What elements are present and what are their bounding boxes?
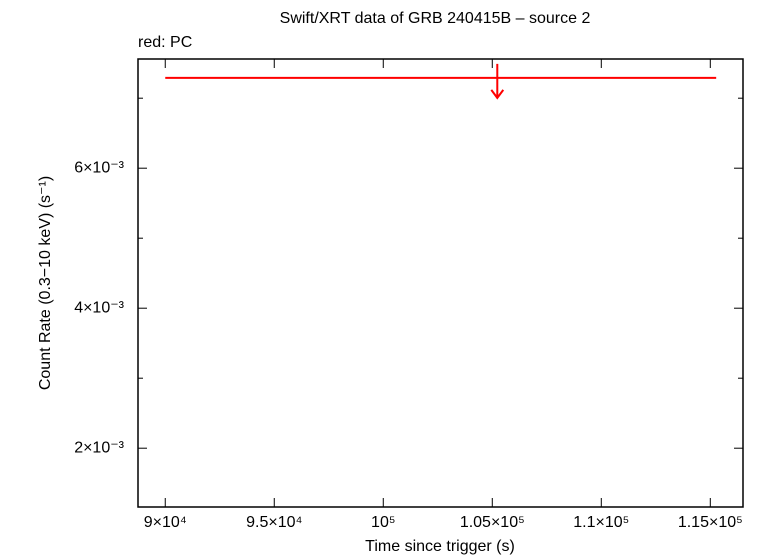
- x-axis-label: Time since trigger (s): [365, 538, 515, 555]
- plot-frame: [137, 58, 744, 508]
- x-tick-label: 10⁵: [371, 514, 395, 531]
- x-tick-label: 9.5×10⁴: [246, 514, 302, 531]
- annotation: red: PC: [138, 34, 192, 51]
- y-tick-label: 4×10⁻³: [74, 299, 124, 316]
- x-tick-label: 1.1×10⁵: [573, 514, 629, 531]
- x-tick-label: 1.05×10⁵: [460, 514, 525, 531]
- y-axis-label: Count Rate (0.3−10 keV) (s⁻¹): [37, 176, 54, 390]
- upper-limit-arrow: [490, 63, 505, 100]
- chart-title: Swift/XRT data of GRB 240415B – source 2: [280, 10, 591, 27]
- y-tick-label: 2×10⁻³: [74, 439, 124, 456]
- y-tick-label: 6×10⁻³: [74, 159, 124, 176]
- x-tick-label: 9×10⁴: [144, 514, 187, 531]
- x-tick-label: 1.15×10⁵: [678, 514, 743, 531]
